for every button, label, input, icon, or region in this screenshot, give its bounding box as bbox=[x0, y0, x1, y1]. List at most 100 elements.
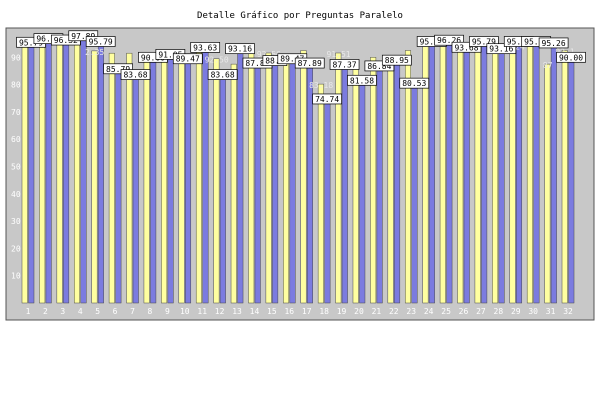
x-tick-label: 13 bbox=[232, 307, 242, 316]
bar-series2 bbox=[324, 98, 331, 304]
data-label-text: 93.16 bbox=[489, 45, 513, 54]
bar-series2 bbox=[516, 41, 523, 304]
data-label-text: 87.37 bbox=[333, 60, 357, 69]
data-label: 93.16 bbox=[225, 43, 255, 55]
x-tick-label: 20 bbox=[354, 307, 364, 316]
bar-series1 bbox=[265, 52, 272, 304]
bar-series1 bbox=[352, 63, 359, 304]
faint-value-label: 91.51 bbox=[327, 50, 351, 59]
bar-series2 bbox=[533, 41, 540, 304]
bar-series2 bbox=[150, 57, 157, 304]
x-tick-label: 14 bbox=[250, 307, 260, 316]
bar-series1 bbox=[21, 42, 28, 304]
bar-series2 bbox=[341, 64, 348, 304]
bar-series2 bbox=[219, 74, 226, 304]
bar-series2 bbox=[463, 47, 470, 304]
data-label-text: 91.05 bbox=[158, 50, 182, 59]
faint-value-label: 92.56 bbox=[257, 50, 281, 59]
data-label-box bbox=[556, 51, 586, 63]
bar-series1 bbox=[108, 52, 115, 304]
bar-series1 bbox=[561, 50, 568, 304]
data-label-text: 95.79 bbox=[524, 37, 548, 46]
bar-series1 bbox=[404, 50, 411, 304]
bar-series1 bbox=[283, 55, 290, 304]
x-tick-label: 17 bbox=[302, 307, 312, 316]
faint-value-label: 83.18 bbox=[309, 81, 333, 90]
data-label-box bbox=[538, 37, 569, 49]
data-label-box bbox=[190, 42, 221, 53]
x-tick-label: 10 bbox=[180, 307, 190, 316]
data-label-box bbox=[312, 93, 342, 105]
data-label-box bbox=[347, 74, 377, 86]
x-tick-label: 24 bbox=[424, 307, 434, 316]
data-label-text: 95.79 bbox=[420, 37, 444, 46]
data-label-text: 88.8 bbox=[265, 57, 284, 66]
x-tick-label: 31 bbox=[546, 307, 556, 316]
x-tick-label: 8 bbox=[148, 307, 153, 316]
bar-series2 bbox=[428, 41, 435, 304]
data-label-text: 83.68 bbox=[211, 71, 235, 80]
data-label: 95.79 bbox=[469, 36, 499, 47]
bar-series2 bbox=[498, 48, 505, 304]
data-label-text: 95.79 bbox=[19, 38, 43, 47]
bar-series1 bbox=[161, 55, 168, 304]
data-label-text: 87.89 bbox=[298, 59, 322, 68]
data-label-box bbox=[329, 59, 360, 70]
data-label-text: 93.63 bbox=[193, 43, 217, 52]
bar-series1 bbox=[213, 58, 220, 304]
bar-series1 bbox=[457, 42, 464, 304]
data-label-box bbox=[85, 36, 116, 47]
data-label-text: 93.68 bbox=[454, 43, 478, 52]
x-tick-label: 4 bbox=[78, 307, 83, 316]
x-tick-label: 2 bbox=[43, 307, 48, 316]
bar-series2 bbox=[45, 38, 52, 304]
data-label-text: 80.53 bbox=[402, 79, 426, 88]
data-label: 89.47 bbox=[172, 53, 203, 65]
bar-series1 bbox=[544, 63, 551, 304]
data-label: 95.79 bbox=[85, 36, 116, 47]
bar-series1 bbox=[74, 39, 81, 304]
y-tick-label: 10 bbox=[11, 272, 21, 281]
bar-series1 bbox=[230, 63, 237, 304]
data-label: 85.79 bbox=[103, 63, 133, 75]
data-label-box bbox=[207, 69, 238, 80]
bar-series2 bbox=[306, 62, 313, 304]
data-label-text: 96.84 bbox=[36, 35, 60, 44]
bar-series1 bbox=[56, 39, 63, 304]
data-label: 93.68 bbox=[451, 41, 482, 53]
data-label-text: 89.47 bbox=[176, 55, 200, 64]
bar-series1 bbox=[492, 47, 499, 304]
bar-series1 bbox=[335, 52, 342, 304]
data-label-text: 96.26 bbox=[437, 36, 461, 45]
bar-series2 bbox=[359, 80, 366, 304]
x-tick-label: 7 bbox=[130, 307, 135, 316]
x-tick-label: 15 bbox=[267, 307, 277, 316]
data-label: 93.16 bbox=[486, 43, 517, 55]
x-tick-label: 11 bbox=[197, 307, 207, 316]
data-label: 80.53 bbox=[399, 77, 430, 89]
x-tick-label: 1 bbox=[26, 307, 31, 316]
data-label: 90.00 bbox=[556, 51, 586, 63]
data-label: 81.58 bbox=[347, 74, 377, 86]
bar-series1 bbox=[526, 43, 533, 304]
faint-value-label: 92.50 bbox=[205, 56, 229, 65]
x-tick-label: 26 bbox=[459, 307, 469, 316]
y-tick-label: 70 bbox=[11, 108, 21, 117]
y-tick-label: 20 bbox=[11, 244, 21, 253]
data-label-box bbox=[469, 36, 499, 47]
bar-series2 bbox=[202, 47, 209, 304]
x-tick-label: 18 bbox=[319, 307, 329, 316]
data-labels: 95.7996.8496.3297.8995.7985.7983.6890.00… bbox=[16, 30, 586, 105]
x-tick-label: 32 bbox=[563, 307, 573, 316]
data-label-box bbox=[434, 34, 464, 46]
bar-series2 bbox=[97, 41, 104, 304]
x-tick-label: 19 bbox=[337, 307, 347, 316]
bars bbox=[21, 35, 575, 304]
data-label: 87.89 bbox=[294, 57, 325, 69]
data-label: 96.26 bbox=[434, 34, 464, 46]
data-label-text: 90.00 bbox=[559, 53, 583, 62]
bar-series2 bbox=[481, 41, 488, 304]
data-label-text: 97.89 bbox=[71, 32, 95, 41]
bar-series2 bbox=[254, 62, 261, 304]
